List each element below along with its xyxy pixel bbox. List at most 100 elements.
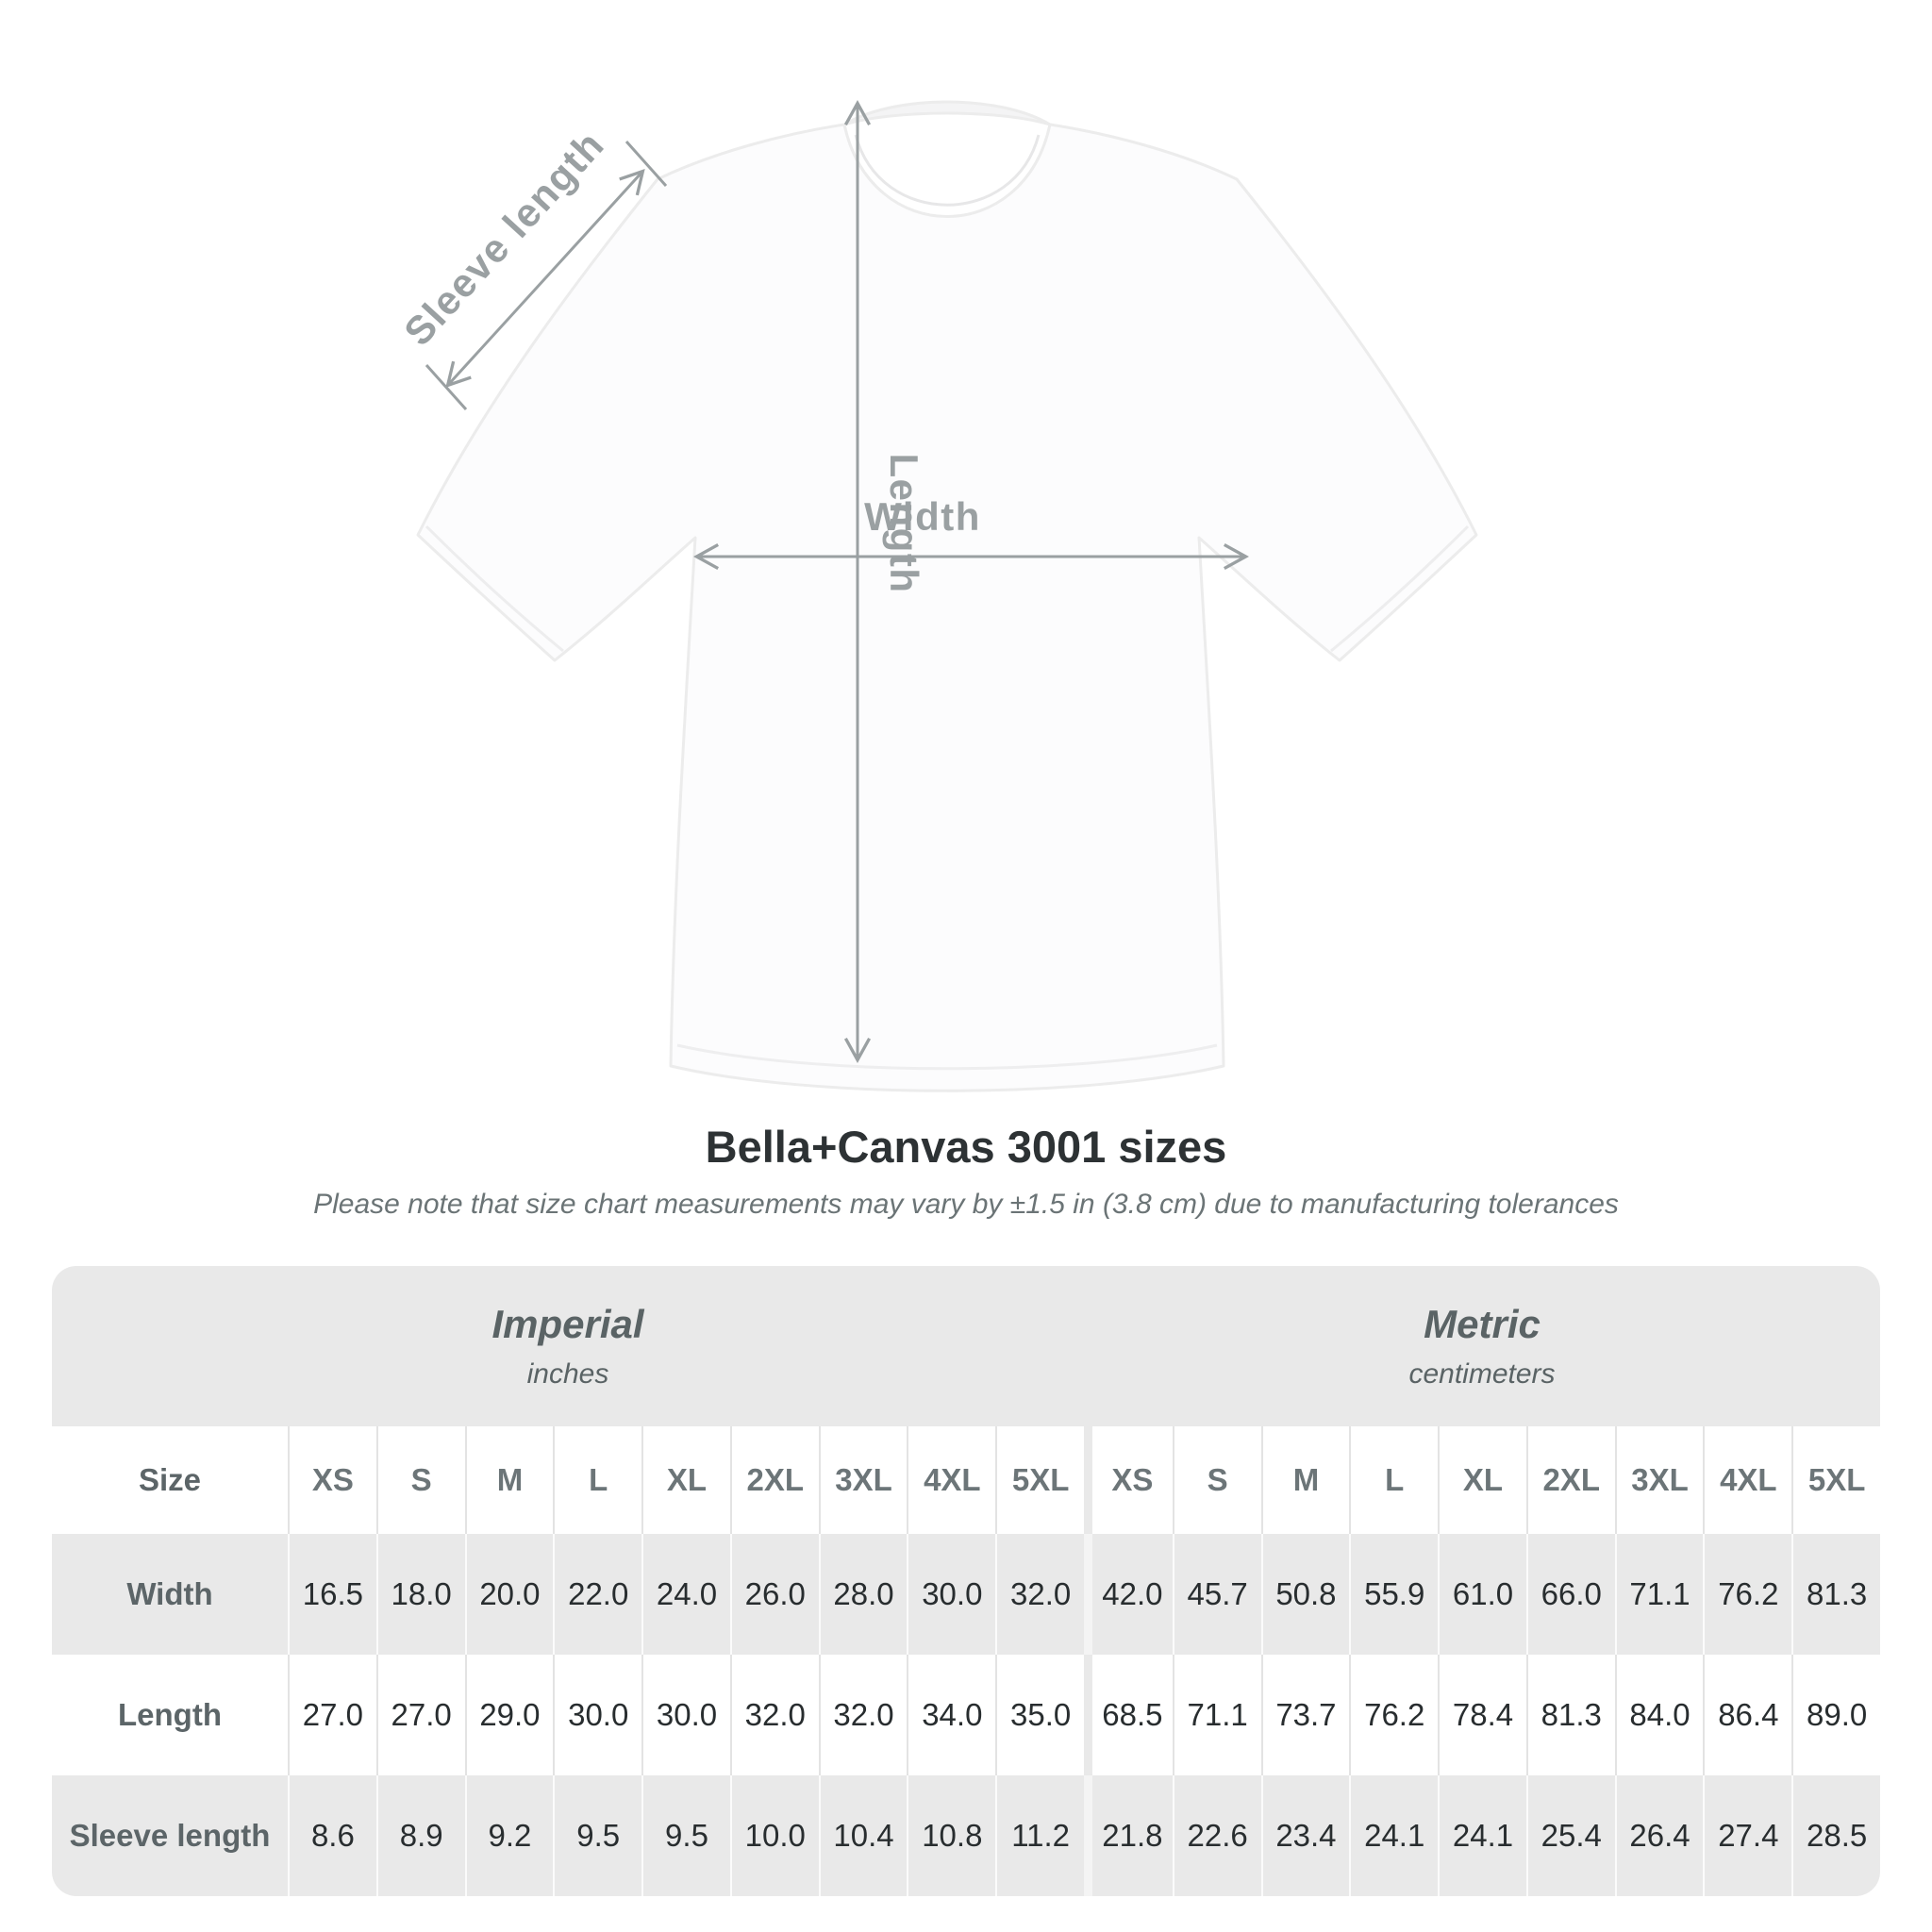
size-col-header-metric-5xl: 5XL [1791, 1426, 1880, 1534]
table-cell: 30.0 [907, 1534, 995, 1655]
tshirt-hem-seam [676, 1043, 1218, 1071]
table-cell: 9.2 [464, 1775, 554, 1896]
row-label: Width [126, 1576, 213, 1611]
table-cell: 86.4 [1703, 1655, 1791, 1775]
size-col-header-metric-m: M [1260, 1426, 1350, 1534]
size-col-header-imperial-l: L [553, 1426, 641, 1534]
table-cell: 16.5 [288, 1534, 376, 1655]
table-cell: 35.0 [995, 1655, 1084, 1775]
table-cell: 66.0 [1525, 1534, 1615, 1655]
table-cell: 10.4 [818, 1775, 908, 1896]
table-cell: 34.0 [907, 1655, 995, 1775]
size-col-header-imperial-xl: XL [641, 1426, 730, 1534]
table-cell: 81.3 [1525, 1655, 1615, 1775]
size-col-header-metric-2xl: 2XL [1525, 1426, 1615, 1534]
table-cell: 26.0 [729, 1534, 819, 1655]
table-cell: 24.0 [641, 1534, 730, 1655]
table-cell: 27.0 [375, 1655, 465, 1775]
table-cell: 42.0 [1084, 1534, 1173, 1655]
size-col-header-metric-xs: XS [1084, 1426, 1173, 1534]
size-col-header-imperial-4xl: 4XL [907, 1426, 995, 1534]
size-col-header-metric-4xl: 4XL [1703, 1426, 1791, 1534]
imperial-group-name: Imperial [491, 1302, 644, 1346]
table-cell: 26.4 [1614, 1775, 1704, 1896]
table-cell: 84.0 [1614, 1655, 1704, 1775]
table-cell: 61.0 [1438, 1534, 1526, 1655]
table-cell: 28.5 [1791, 1775, 1880, 1896]
table-cell: 32.0 [818, 1655, 908, 1775]
size-col-header-metric-xl: XL [1438, 1426, 1526, 1534]
table-cell: 11.2 [995, 1775, 1084, 1896]
tshirt-graphic [416, 123, 1478, 1092]
size-col-header-metric-3xl: 3XL [1614, 1426, 1704, 1534]
table-cell: 24.1 [1349, 1775, 1438, 1896]
size-col-header-imperial-s: S [375, 1426, 465, 1534]
table-cell: 71.1 [1614, 1534, 1704, 1655]
size-col-header-imperial-xs: XS [288, 1426, 376, 1534]
tshirt-right-cuff-seam [1330, 525, 1470, 653]
size-col-header-metric-l: L [1349, 1426, 1438, 1534]
table-cell: 8.9 [375, 1775, 465, 1896]
sleeve-length-arrow [445, 169, 645, 388]
table-cell: 10.0 [729, 1775, 819, 1896]
table-cell: 9.5 [553, 1775, 641, 1896]
table-cell: 32.0 [729, 1655, 819, 1775]
table-cell: 30.0 [641, 1655, 730, 1775]
table-cell: 22.0 [553, 1534, 641, 1655]
tshirt-left-cuff-seam [425, 525, 564, 653]
table-cell: 55.9 [1349, 1534, 1438, 1655]
table-cell: 9.5 [641, 1775, 730, 1896]
metric-group-unit: centimeters [1408, 1358, 1556, 1390]
length-label: Length [882, 454, 926, 594]
table-cell: 32.0 [995, 1534, 1084, 1655]
table-cell: 68.5 [1084, 1655, 1173, 1775]
table-cell: 22.6 [1172, 1775, 1261, 1896]
table-cell: 8.6 [288, 1775, 376, 1896]
size-col-header-metric-s: S [1172, 1426, 1261, 1534]
table-cell: 76.2 [1703, 1534, 1791, 1655]
table-cell: 27.4 [1703, 1775, 1791, 1896]
size-col-header-imperial-3xl: 3XL [818, 1426, 908, 1534]
size-col-header-imperial-2xl: 2XL [729, 1426, 819, 1534]
table-cell: 29.0 [464, 1655, 554, 1775]
tolerance-note: Please note that size chart measurements… [313, 1189, 1619, 1220]
table-cell: 76.2 [1349, 1655, 1438, 1775]
metric-group-header: Metric centimeters [1084, 1266, 1880, 1426]
table-cell: 89.0 [1791, 1655, 1880, 1775]
table-cell: 24.1 [1438, 1775, 1526, 1896]
sleeve-length-tick-top [625, 141, 668, 187]
table-cell: 28.0 [818, 1534, 908, 1655]
table-cell: 23.4 [1260, 1775, 1350, 1896]
table-row-sleeve-length: Sleeve length 8.6 8.9 9.2 9.5 9.5 10.0 10.4 10.8… [52, 1775, 1880, 1896]
table-cell: 45.7 [1172, 1534, 1261, 1655]
table-row-width: Width 16.5 18.0 20.0 22.0 24.0 26.0 28.0 30.0 32.… [52, 1534, 1880, 1655]
table-cell: 27.0 [288, 1655, 376, 1775]
row-label: Length [118, 1697, 222, 1732]
width-label: Width [864, 494, 981, 539]
table-cell: 18.0 [375, 1534, 465, 1655]
size-table-body: Width 16.5 18.0 20.0 22.0 24.0 26.0 28.0 30.0 32.… [52, 1534, 1880, 1896]
table-cell: 10.8 [907, 1775, 995, 1896]
page-title: Bella+Canvas 3001 sizes [705, 1122, 1227, 1172]
size-chart-table: Imperial inches Metric centimeters Size X… [52, 1266, 1880, 1896]
imperial-group-unit: inches [526, 1358, 609, 1390]
table-cell: 21.8 [1084, 1775, 1173, 1896]
imperial-group-header: Imperial inches [52, 1266, 1084, 1426]
tshirt-back-collar [843, 100, 1051, 126]
table-cell: 78.4 [1438, 1655, 1526, 1775]
size-corner-header: Size [138, 1462, 202, 1497]
sleeve-length-tick-bottom [425, 364, 468, 410]
table-cell: 20.0 [464, 1534, 554, 1655]
row-label: Sleeve length [69, 1818, 271, 1853]
table-cell: 81.3 [1791, 1534, 1880, 1655]
table-cell: 50.8 [1260, 1534, 1350, 1655]
table-row-length: Length 27.0 27.0 29.0 30.0 30.0 32.0 32.0 34.0 35… [52, 1655, 1880, 1775]
table-cell: 25.4 [1525, 1775, 1615, 1896]
size-header-row: Size XS S M L XL 2XL 3XL 4XL 5XL XS S M L XL 2XL 3XL 4XL 5… [52, 1426, 1880, 1534]
metric-group-name: Metric [1424, 1302, 1541, 1346]
table-cell: 73.7 [1260, 1655, 1350, 1775]
size-col-header-imperial-5xl: 5XL [995, 1426, 1084, 1534]
unit-band: Imperial inches Metric centimeters [52, 1266, 1880, 1426]
table-cell: 30.0 [553, 1655, 641, 1775]
